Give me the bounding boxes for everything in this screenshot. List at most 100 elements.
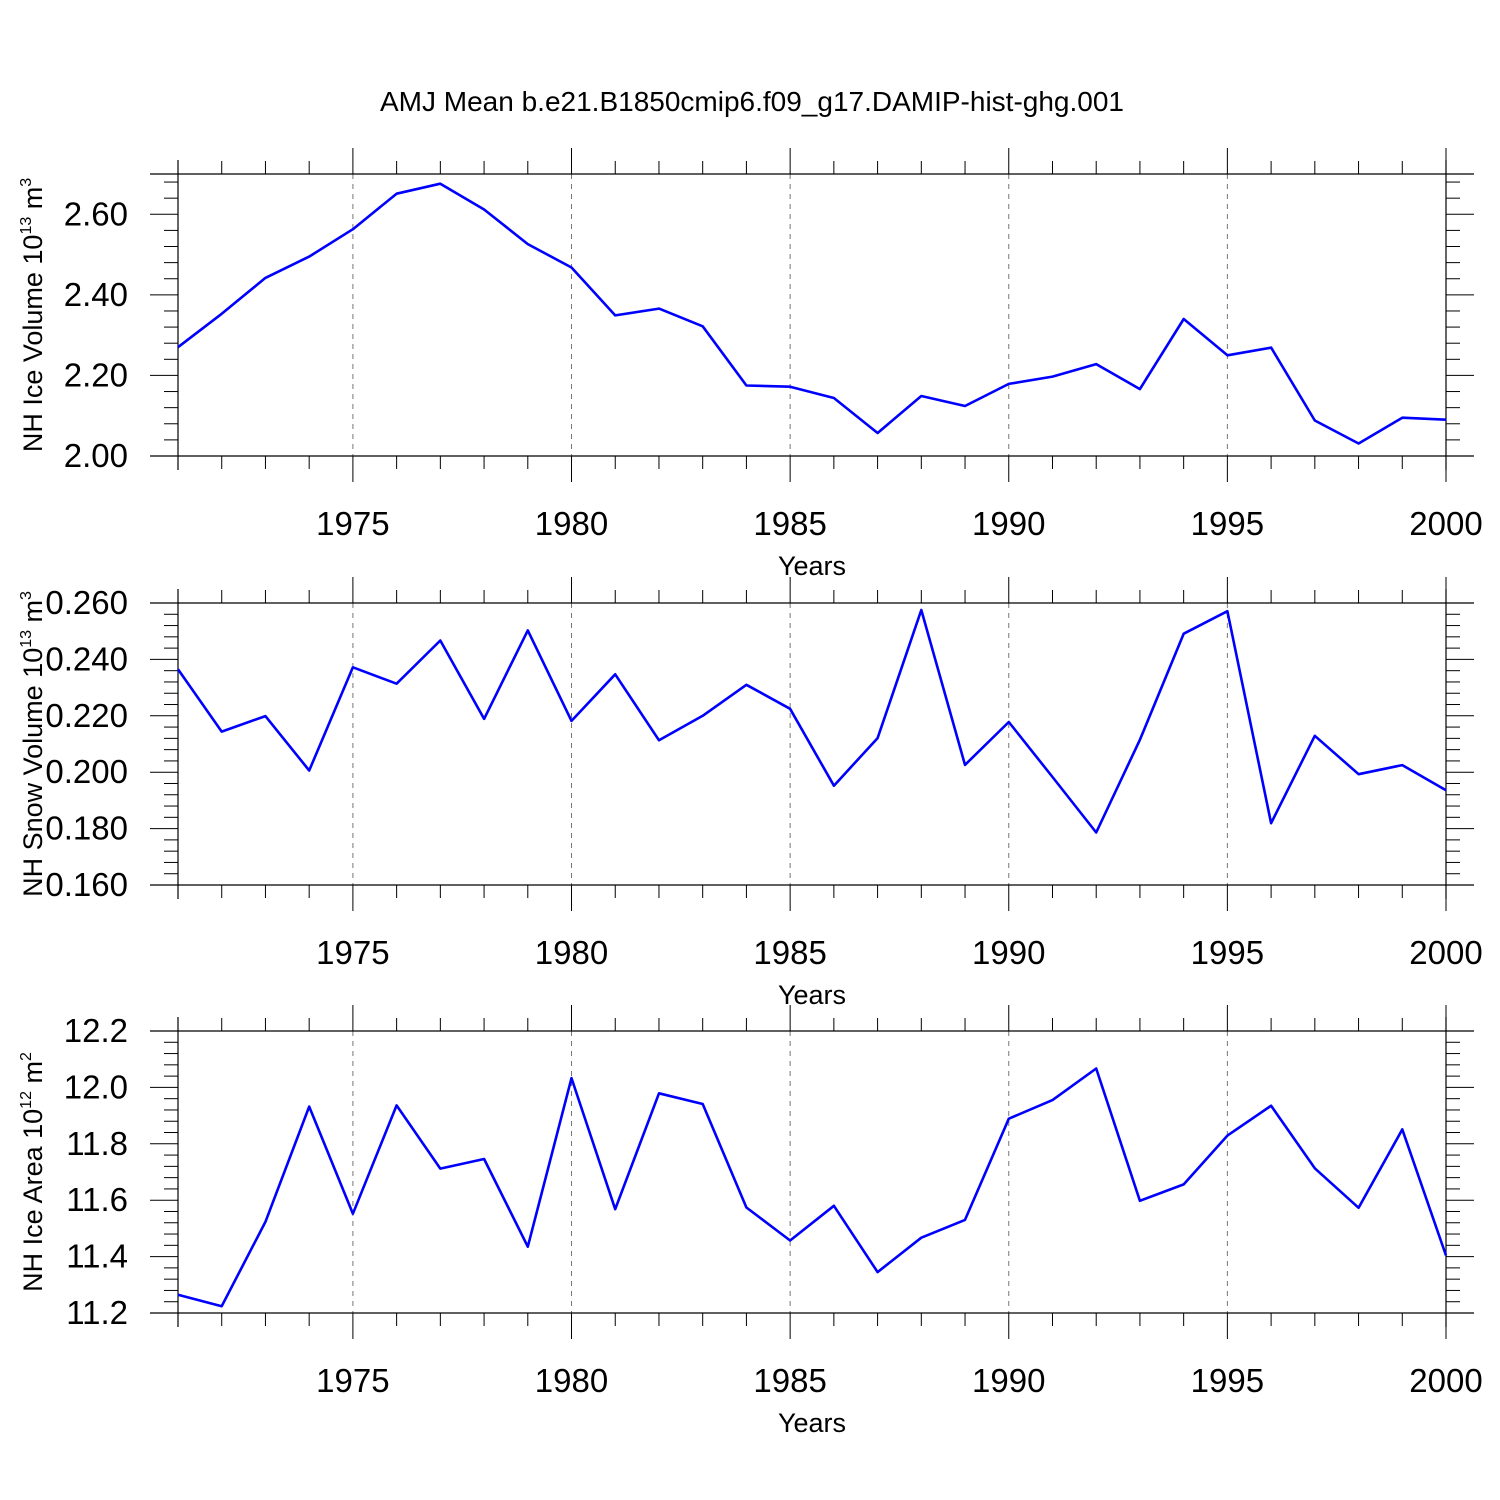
x-tick-label: 1975 bbox=[316, 934, 389, 971]
y-axis-label: NH Ice Volume 1013 m3 bbox=[18, 178, 48, 452]
data-point bbox=[1138, 1199, 1142, 1203]
y-tick-label: 11.6 bbox=[66, 1181, 128, 1218]
data-point bbox=[963, 1218, 967, 1222]
data-point bbox=[1444, 418, 1448, 422]
y-tick-label: 12.2 bbox=[64, 1012, 128, 1049]
chart-title: AMJ Mean b.e21.B1850cmip6.f09_g17.DAMIP-… bbox=[380, 86, 1124, 117]
y-tick-label: 0.240 bbox=[45, 640, 128, 677]
data-point bbox=[307, 769, 311, 773]
data-point bbox=[613, 672, 617, 676]
series-line bbox=[176, 608, 1447, 834]
data-point bbox=[570, 719, 574, 723]
data-point bbox=[263, 276, 267, 280]
data-point bbox=[1400, 1127, 1404, 1131]
data-point bbox=[1269, 1104, 1273, 1108]
data-point bbox=[701, 1102, 705, 1106]
data-point bbox=[919, 608, 923, 612]
data-point bbox=[744, 683, 748, 687]
data-point bbox=[438, 639, 442, 643]
data-point bbox=[1313, 734, 1317, 738]
data-point bbox=[1182, 1182, 1186, 1186]
data-point bbox=[351, 665, 355, 669]
data-point bbox=[919, 1236, 923, 1240]
data-point bbox=[1313, 419, 1317, 423]
data-point bbox=[1444, 1253, 1448, 1257]
data-point bbox=[1007, 720, 1011, 724]
data-point bbox=[1094, 831, 1098, 835]
data-point bbox=[1357, 1206, 1361, 1210]
x-tick-label: 1980 bbox=[535, 1362, 608, 1399]
y-axis-label: NH Ice Area 1012 m2 bbox=[18, 1052, 48, 1292]
data-point bbox=[1225, 1134, 1229, 1138]
y-tick-label: 0.180 bbox=[45, 810, 128, 847]
data-point bbox=[744, 384, 748, 388]
data-point bbox=[307, 255, 311, 259]
data-point bbox=[1269, 821, 1273, 825]
x-tick-label: 1980 bbox=[535, 505, 608, 542]
data-point bbox=[1138, 738, 1142, 742]
data-point bbox=[963, 763, 967, 767]
x-tick-label: 2000 bbox=[1409, 505, 1482, 542]
data-point bbox=[1050, 375, 1054, 379]
x-tick-label: 1980 bbox=[535, 934, 608, 971]
data-point bbox=[876, 431, 880, 435]
data-point bbox=[438, 1167, 442, 1171]
data-point bbox=[657, 307, 661, 311]
y-tick-label: 11.2 bbox=[66, 1294, 128, 1331]
data-point bbox=[526, 242, 530, 246]
data-point bbox=[1094, 1067, 1098, 1071]
data-point bbox=[263, 714, 267, 718]
data-point bbox=[701, 714, 705, 718]
data-point bbox=[919, 394, 923, 398]
data-point bbox=[613, 1207, 617, 1211]
panel-2: 0.160 0.180 0.200 0.220 0.240 0.260 1975 1980 19… bbox=[18, 577, 1483, 1010]
y-tick-label: 11.8 bbox=[66, 1125, 128, 1162]
data-point bbox=[526, 1245, 530, 1249]
data-point bbox=[1182, 317, 1186, 321]
x-tick-label: 1990 bbox=[972, 1362, 1045, 1399]
series-line bbox=[177, 1067, 1448, 1308]
data-point bbox=[876, 1270, 880, 1274]
series-line bbox=[177, 182, 1447, 445]
data-point bbox=[701, 324, 705, 328]
data-point bbox=[220, 1304, 224, 1308]
data-point bbox=[351, 227, 355, 231]
x-axis-label: Years bbox=[778, 1408, 846, 1438]
data-point bbox=[482, 717, 486, 721]
data-point bbox=[1182, 632, 1186, 636]
data-point bbox=[176, 345, 180, 349]
data-point bbox=[1444, 788, 1448, 792]
data-point bbox=[657, 1091, 661, 1095]
data-point bbox=[1269, 346, 1273, 350]
data-point bbox=[744, 1206, 748, 1210]
data-point bbox=[220, 730, 224, 734]
data-point bbox=[1050, 775, 1054, 779]
x-tick-label: 1990 bbox=[972, 505, 1045, 542]
data-point bbox=[1007, 1117, 1011, 1121]
data-point bbox=[1313, 1166, 1317, 1170]
data-point bbox=[788, 707, 792, 711]
x-tick-label: 1975 bbox=[316, 1362, 389, 1399]
panels: 2.00 2.20 2.40 2.60 1975 1980 1985 1990 1995 2000… bbox=[18, 148, 1483, 1438]
data-point bbox=[176, 1293, 180, 1297]
x-tick-label: 2000 bbox=[1409, 1362, 1482, 1399]
data-point bbox=[176, 667, 180, 671]
data-point bbox=[788, 1239, 792, 1243]
y-tick-label: 2.40 bbox=[64, 276, 128, 313]
data-point bbox=[832, 396, 836, 400]
data-point bbox=[351, 1212, 355, 1216]
x-tick-label: 1975 bbox=[316, 505, 389, 542]
data-point bbox=[1225, 609, 1229, 613]
data-point bbox=[613, 313, 617, 317]
data-point bbox=[1357, 442, 1361, 446]
x-tick-label: 1995 bbox=[1191, 1362, 1264, 1399]
x-tick-label: 1985 bbox=[753, 505, 826, 542]
data-point bbox=[482, 207, 486, 211]
x-tick-label: 1985 bbox=[753, 1362, 826, 1399]
data-point bbox=[263, 1220, 267, 1224]
data-point bbox=[1357, 772, 1361, 776]
data-point bbox=[1138, 387, 1142, 391]
data-point bbox=[438, 182, 442, 186]
panel-3: 11.2 11.4 11.6 11.8 12.0 12.2 1975 1980 1985 1990… bbox=[18, 1005, 1483, 1438]
